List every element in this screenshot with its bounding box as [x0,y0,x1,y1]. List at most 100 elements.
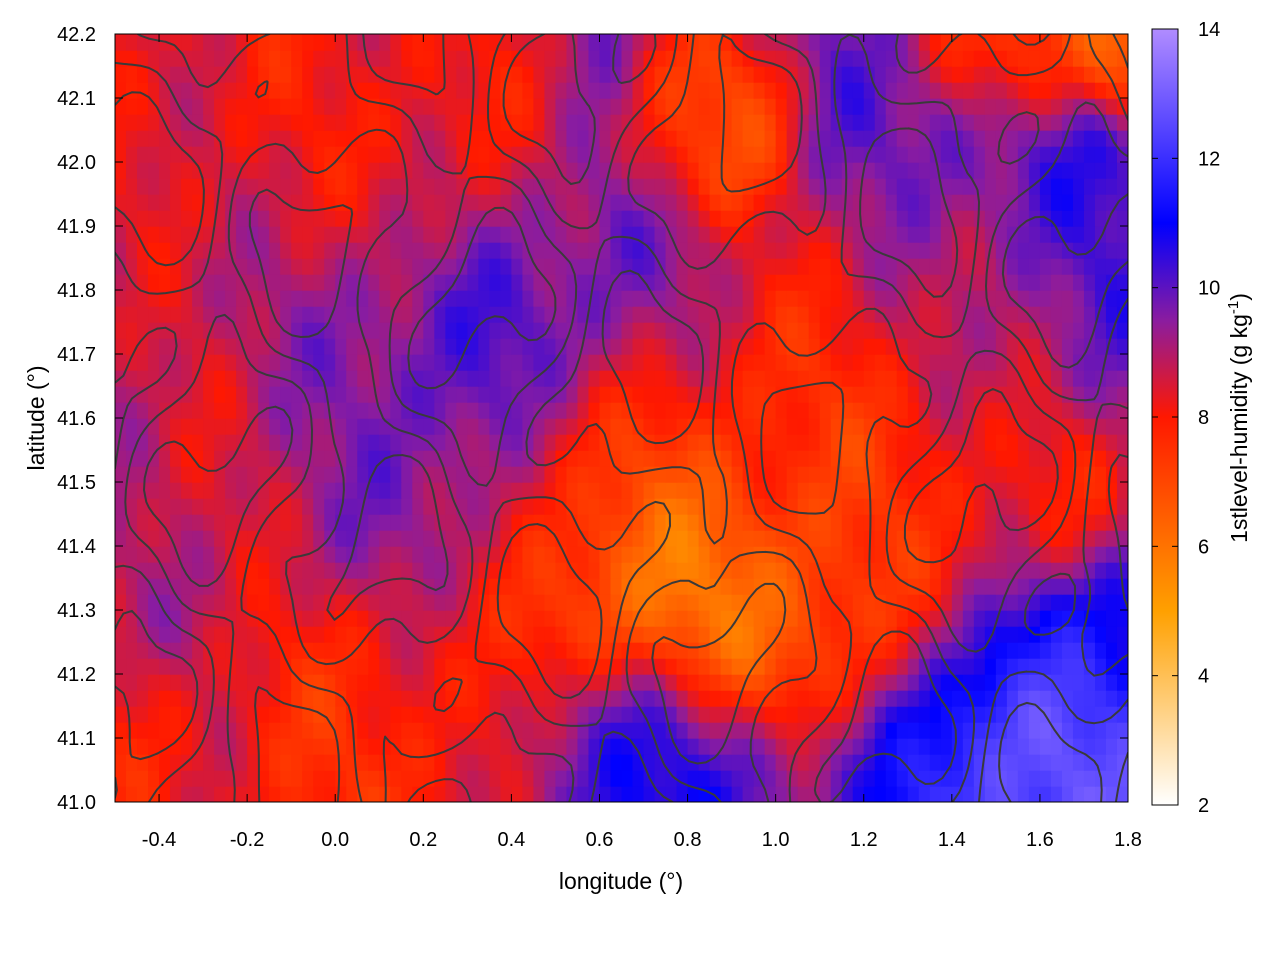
heatmap-cell [478,658,491,675]
heatmap-cell [159,578,171,595]
heatmap-cell [137,354,149,371]
heatmap-cell [753,402,766,419]
heatmap-cell [808,210,821,227]
heatmap-cell [148,98,160,115]
heatmap-cell [1028,786,1041,802]
heatmap-cell [236,98,248,115]
heatmap-cell [280,50,292,67]
heatmap-cell [918,546,931,563]
x-tick-label: 1.8 [1114,829,1142,851]
heatmap-cell [423,610,436,627]
heatmap-cell [1105,482,1118,499]
heatmap-cell [126,466,138,483]
heatmap-cell [764,578,777,595]
heatmap-cell [203,354,215,371]
heatmap-cell [830,578,843,595]
heatmap-cell [423,418,436,435]
heatmap-cell [489,546,502,563]
heatmap-cell [852,626,865,643]
heatmap-cell [269,530,281,547]
heatmap-cell [632,306,645,323]
heatmap-cell [434,770,447,787]
heatmap-cell [687,738,700,755]
heatmap-cell [148,274,160,291]
heatmap-cell [566,674,579,691]
heatmap-cell [1094,338,1107,355]
heatmap-cell [258,338,270,355]
heatmap-cell [1028,610,1041,627]
heatmap-cell [819,514,832,531]
heatmap-cell [555,322,568,339]
heatmap-cell [115,146,127,163]
heatmap-cell [1072,466,1085,483]
heatmap-cell [511,578,524,595]
heatmap-cell [148,50,160,67]
heatmap-cell [247,770,259,787]
heatmap-cell [1072,130,1085,147]
heatmap-cell [126,338,138,355]
heatmap-cell [687,162,700,179]
heatmap-cell [412,274,424,291]
heatmap-cell [225,258,237,275]
heatmap-cell [181,354,193,371]
heatmap-cell [830,130,843,147]
heatmap-cell [511,354,524,371]
heatmap-cell [632,706,645,723]
heatmap-cell [148,674,160,691]
heatmap-cell [742,210,755,227]
heatmap-cell [423,530,436,547]
heatmap-cell [126,594,138,611]
heatmap-cell [632,242,645,259]
heatmap-cell [489,34,502,51]
heatmap-cell [929,338,942,355]
heatmap-cell [577,450,590,467]
heatmap-cell [984,50,997,67]
heatmap-cell [313,466,325,483]
heatmap-cell [522,530,535,547]
heatmap-cell [500,482,513,499]
heatmap-cell [533,226,546,243]
heatmap-cell [401,610,413,627]
heatmap-cell [555,546,568,563]
heatmap-cell [500,210,513,227]
heatmap-cell [720,450,733,467]
heatmap-cell [940,146,953,163]
heatmap-cell [368,130,380,147]
heatmap-cell [1116,274,1128,291]
heatmap-cell [830,738,843,755]
heatmap-cell [225,386,237,403]
heatmap-cell [1072,242,1085,259]
heatmap-cell [357,354,369,371]
heatmap-cell [731,402,744,419]
y-tick-label: 41.2 [57,664,96,686]
heatmap-cell [753,514,766,531]
heatmap-cell [907,610,920,627]
heatmap-cell [896,450,909,467]
heatmap-cell [676,514,689,531]
heatmap-cell [896,66,909,83]
heatmap-cell [1050,706,1063,723]
heatmap-cell [313,786,325,802]
heatmap-cell [830,146,843,163]
heatmap-cell [1105,466,1118,483]
heatmap-cell [918,290,931,307]
heatmap-cell [533,690,546,707]
heatmap-cell [720,98,733,115]
heatmap-cell [742,514,755,531]
heatmap-cell [247,290,259,307]
heatmap-cell [324,226,336,243]
heatmap-cell [566,322,579,339]
heatmap-cell [390,114,402,131]
heatmap-cell [654,370,667,387]
heatmap-cell [687,194,700,211]
heatmap-cell [929,450,942,467]
heatmap-cell [335,290,347,307]
heatmap-cell [599,626,612,643]
heatmap-cell [720,578,733,595]
heatmap-cell [467,338,480,355]
heatmap-cell [1028,258,1041,275]
heatmap-cell [753,98,766,115]
heatmap-cell [467,530,480,547]
heatmap-cell [621,402,634,419]
heatmap-cell [302,386,314,403]
